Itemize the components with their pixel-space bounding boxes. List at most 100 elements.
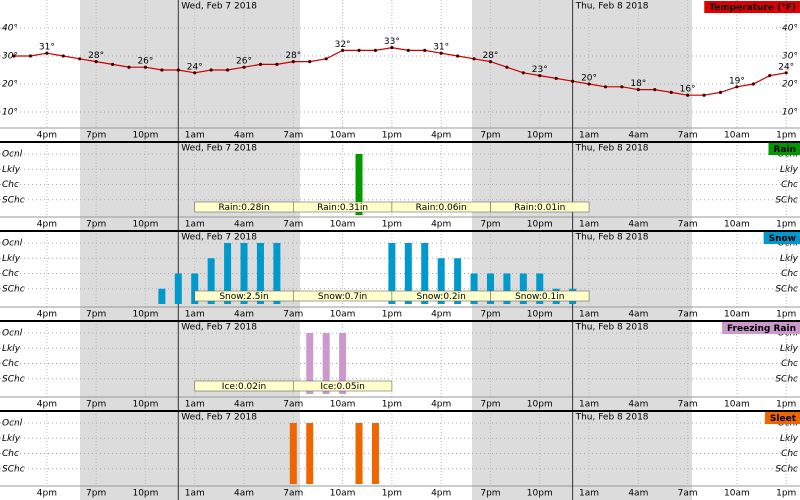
temperature-point [160,68,164,72]
x-tick-label: 4pm [37,220,57,230]
x-tick-label: 10am [330,489,356,499]
x-tick-label: 1pm [776,220,796,230]
x-tick-label: 7pm [86,310,106,320]
y-tick-label: 40° [2,24,18,34]
x-tick-label: 1pm [382,131,402,141]
bar [355,154,363,215]
y-tick-label: Chc [2,180,19,190]
panel: OcnlOcnlLklyLklyChcChcSChcSChc4pm7pm10pm… [0,230,800,321]
x-tick-label: 4am [234,220,254,230]
x-tick-label: 7am [678,310,698,320]
x-tick-label: 10am [724,400,750,410]
bar [421,243,429,304]
temperature-point [110,62,115,66]
temperature-point [258,62,263,66]
temperature-point [439,51,443,55]
x-tick-label: 4am [234,131,254,141]
x-tick-label: 1am [185,489,205,499]
bar [536,273,544,304]
x-tick-label: 10am [724,489,750,499]
x-tick-label: 7am [678,489,698,499]
x-tick-label: 10am [724,310,750,320]
x-tick-label: 4pm [37,131,57,141]
y-tick-label: Ocnl [2,419,23,429]
x-tick-label: 7am [283,310,303,320]
temperature-point [702,93,706,97]
x-tick-label: 4am [628,310,648,320]
night-shade [472,411,692,500]
x-tick-label: 10pm [132,131,158,141]
data-label: 24° [187,62,203,72]
x-tick-label: 4pm [37,310,57,320]
panel: OcnlOcnlLklyLklyChcChcSChcSChc4pm7pm10pm… [0,410,800,500]
temperature-point [620,85,624,89]
temperature-point [242,65,246,69]
x-tick-label: 1am [185,400,205,410]
x-tick-label: 1am [579,131,599,141]
x-tick-label: 10pm [527,400,553,410]
bar [486,273,494,304]
x-tick-label: 1pm [776,400,796,410]
temperature-point [784,71,788,75]
x-tick-label: 10am [724,131,750,141]
y-tick-label: Lkly [2,434,21,444]
night-shade [80,411,300,500]
x-tick-label: 10am [330,220,356,230]
temperature-point [275,62,279,66]
temperature-point [143,65,148,69]
data-label: 23° [532,65,548,75]
temperature-point [406,48,410,53]
data-label: 28° [88,51,104,61]
bar [339,333,347,394]
y-tick-label: SChc [2,374,25,384]
x-tick-label: 4am [628,220,648,230]
temperature-point [538,74,542,78]
x-tick-label: 4am [628,400,648,410]
y-tick-label: Ocnl [2,150,23,160]
x-tick-label: 7pm [480,400,500,410]
temperature-point [768,74,772,78]
temperature-point [554,76,558,80]
temperature-point [718,90,723,94]
temperature-point [373,48,378,53]
temperature-point [78,57,82,61]
x-tick-label: 4am [234,400,254,410]
data-label: 18° [630,79,646,89]
x-tick-label: 4pm [431,131,451,141]
bar [470,273,478,304]
y-tick-label: Lkly [780,344,799,354]
x-tick-label: 7pm [480,310,500,320]
bar [273,243,281,304]
y-tick-label: SChc [775,464,798,474]
bar [174,273,182,304]
amount-label: Snow:0.7in [318,292,367,302]
temperature-point [472,57,476,61]
y-tick-label: 10° [782,108,798,118]
y-tick-label: Chc [2,359,19,369]
temperature-line [14,46,787,96]
bar [240,243,248,304]
y-tick-label: SChc [775,284,798,294]
date-label: Wed, Feb 7 2018 [181,323,257,333]
x-tick-label: 4pm [37,400,57,410]
temperature-point [225,68,230,72]
temperature-point [653,88,657,92]
bar [503,273,511,304]
night-shade [472,142,692,231]
temperature-point [341,48,345,53]
bar [256,243,264,304]
bar [437,258,445,304]
data-label: 26° [236,57,252,67]
amount-label: Ice:0.05in [320,382,364,392]
data-label: 28° [285,51,301,61]
temperature-point [456,54,460,58]
x-tick-label: 10pm [527,489,553,499]
temperature-point [176,68,180,72]
y-tick-label: Lkly [2,254,21,264]
y-tick-label: 20° [782,80,798,90]
y-tick-label: Lkly [780,254,799,264]
bar [207,258,215,304]
night-shade [472,0,692,142]
x-tick-label: 1am [579,400,599,410]
